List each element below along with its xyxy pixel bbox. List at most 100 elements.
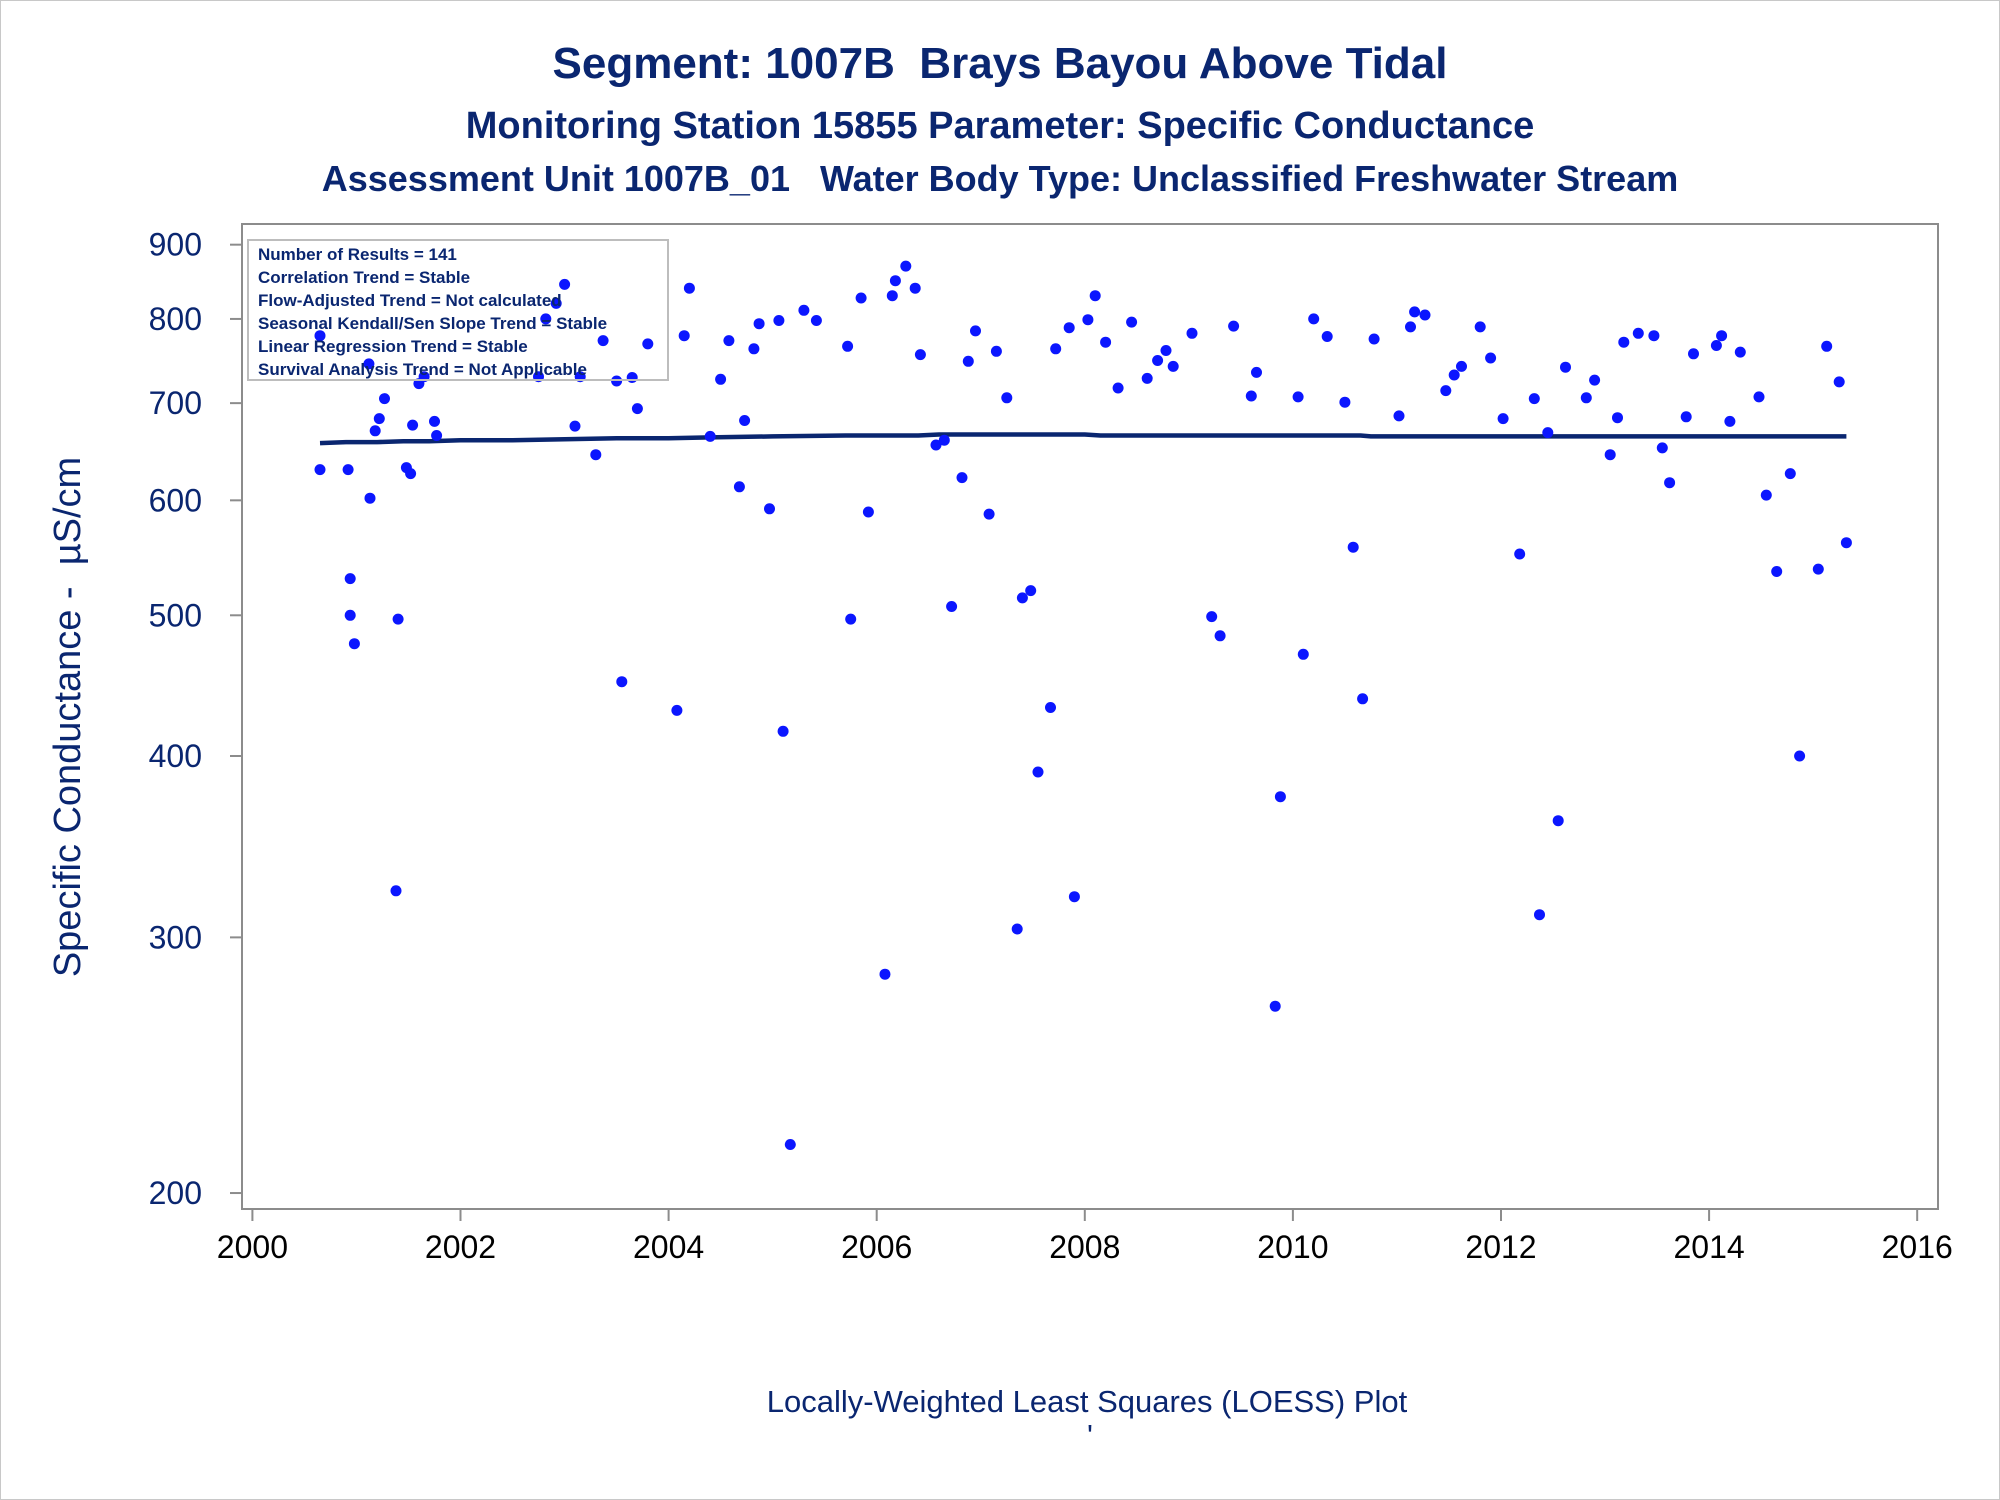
data-point (390, 885, 402, 897)
data-point (909, 282, 921, 294)
data-point (798, 304, 810, 316)
data-point (930, 439, 942, 451)
data-point (364, 492, 376, 504)
data-point (348, 638, 360, 650)
data-point (1032, 766, 1044, 778)
data-point (1688, 348, 1699, 360)
stats-line: Flow-Adjusted Trend = Not calculated (258, 291, 562, 310)
stats-line: Correlation Trend = Stable (258, 268, 470, 287)
data-point (590, 449, 602, 461)
data-point (1405, 321, 1416, 333)
data-point (962, 355, 974, 367)
x-tick-label: 2012 (1465, 1229, 1536, 1265)
x-tick-label: 2016 (1882, 1229, 1953, 1265)
data-point (764, 503, 775, 515)
data-point (369, 425, 381, 437)
data-points (314, 260, 1852, 1150)
data-point (1812, 563, 1824, 575)
data-point (1618, 336, 1630, 348)
y-axis: 200 300 400 500 600 700 800 900 (149, 227, 242, 1211)
data-point (344, 573, 356, 585)
data-point (1560, 361, 1571, 373)
data-point (1089, 290, 1101, 302)
data-point (938, 434, 950, 446)
y-tick-label: 600 (149, 482, 202, 518)
x-tick-label: 2002 (425, 1229, 496, 1265)
y-tick-label: 800 (149, 301, 202, 337)
footnote-mark: ' (1087, 1418, 1093, 1453)
data-point (1604, 449, 1616, 461)
data-point (1771, 566, 1783, 577)
data-point (1734, 346, 1746, 358)
x-tick-label: 2006 (841, 1229, 912, 1265)
y-tick-label: 500 (149, 597, 202, 633)
data-point (855, 292, 867, 304)
stats-line: Linear Regression Trend = Stable (258, 337, 528, 356)
data-point (914, 349, 926, 361)
data-point (1419, 309, 1431, 321)
chart-subtitle: Monitoring Station 15855 Parameter: Spec… (466, 105, 1534, 147)
data-point (1112, 382, 1124, 394)
y-tick-label: 700 (149, 385, 202, 421)
data-point (344, 609, 356, 621)
data-point (956, 472, 968, 484)
data-point (1632, 327, 1644, 339)
data-point (1368, 333, 1380, 345)
data-point (363, 358, 375, 370)
data-point (1840, 537, 1852, 549)
data-point (314, 464, 326, 476)
data-point (1011, 923, 1023, 935)
data-point (1347, 541, 1359, 553)
data-point (1186, 327, 1198, 339)
data-point (1251, 366, 1262, 378)
x-tick-label: 2014 (1673, 1229, 1744, 1265)
stats-line: Survival Analysis Trend = Not Applicable (258, 360, 587, 379)
data-point (631, 403, 643, 415)
stats-box-border (247, 239, 669, 381)
data-point (739, 415, 751, 426)
data-point (1474, 321, 1486, 333)
data-point (733, 481, 745, 493)
data-point (1485, 352, 1497, 364)
data-point (1656, 442, 1668, 454)
data-point (1794, 750, 1806, 762)
data-point (314, 330, 326, 342)
data-point (862, 506, 874, 518)
data-point (1274, 791, 1286, 803)
data-point (1228, 320, 1240, 332)
data-point (550, 297, 562, 309)
data-point (889, 275, 901, 287)
data-point (1167, 360, 1179, 372)
data-point (1001, 392, 1013, 404)
y-tick-label: 200 (149, 1175, 202, 1211)
data-point (1357, 693, 1369, 705)
data-point (1152, 355, 1164, 366)
y-tick-label: 400 (149, 738, 202, 774)
data-point (1821, 340, 1833, 352)
data-point (1648, 330, 1660, 342)
data-point (946, 601, 958, 612)
data-point (540, 313, 552, 325)
data-point (405, 468, 417, 480)
data-point (1339, 396, 1351, 408)
y-tick-label: 300 (149, 919, 202, 955)
data-point (1716, 330, 1728, 342)
data-point (1760, 489, 1772, 501)
data-point (1534, 909, 1545, 921)
data-point (379, 393, 390, 405)
data-point (1497, 413, 1509, 425)
data-point (1664, 477, 1676, 489)
data-point (1440, 385, 1452, 397)
data-point (342, 464, 354, 476)
data-point (392, 613, 404, 625)
x-tick-label: 2010 (1257, 1229, 1328, 1265)
data-point (431, 430, 443, 441)
x-tick-label: 2004 (633, 1229, 704, 1265)
data-point (1321, 331, 1333, 342)
data-point (983, 508, 995, 520)
data-point (1724, 415, 1736, 427)
data-point (373, 413, 385, 425)
data-point (715, 373, 727, 385)
data-point (1269, 1000, 1281, 1012)
